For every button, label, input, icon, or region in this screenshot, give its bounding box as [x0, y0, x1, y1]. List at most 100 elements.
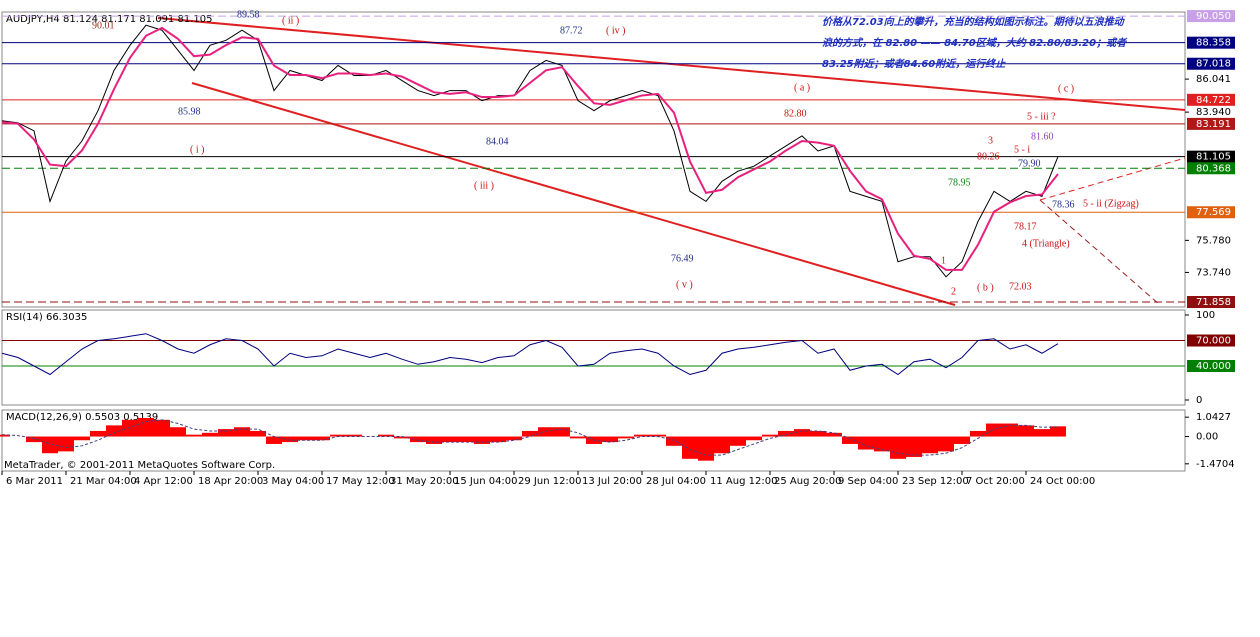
level-box [1187, 36, 1235, 49]
wave-label: 84.04 [486, 136, 509, 147]
histogram-bar [314, 436, 330, 441]
x-tick-label: 29 Jun 12:00 [518, 476, 582, 487]
histogram-bar [106, 425, 122, 437]
histogram-bar [602, 436, 618, 443]
histogram-bar [714, 436, 730, 454]
x-tick-label: 24 Oct 00:00 [1030, 476, 1095, 487]
wave-label: ( v ) [676, 279, 693, 290]
level-box [1187, 57, 1235, 70]
x-tick-label: 4 Apr 12:00 [134, 476, 193, 487]
wave-label: 78.36 [1052, 199, 1075, 210]
histogram-bar [42, 436, 58, 454]
wave-label: 5 - i [1014, 144, 1030, 155]
level-label: 88.358 [1196, 38, 1231, 49]
histogram-bar [554, 427, 570, 437]
wave-label: 89.58 [237, 9, 260, 20]
histogram-bar [250, 430, 266, 437]
wave-label: 4 (Triangle) [1022, 238, 1070, 249]
histogram-bar [234, 427, 250, 437]
level-box [1187, 206, 1235, 219]
histogram-bar [954, 436, 970, 444]
level-label: 71.858 [1196, 297, 1231, 308]
y-tick-label: 73.740 [1196, 267, 1231, 278]
x-tick-label: 13 Jul 20:00 [582, 476, 642, 487]
histogram-bar [650, 434, 666, 437]
wave-label: 72.03 [1009, 281, 1032, 292]
level-label: 40.000 [1196, 361, 1231, 372]
histogram-bar [394, 436, 410, 439]
histogram-bar [74, 436, 90, 441]
footer: MetaTrader, © 2001-2011 MetaQuotes Softw… [4, 460, 275, 471]
x-tick-label: 7 Oct 20:00 [966, 476, 1025, 487]
level-box [1187, 117, 1235, 130]
y-tick-label: 100 [1196, 310, 1215, 321]
wave-label: 3 [988, 135, 993, 146]
panel-title: MACD(12,26,9) 0.5503 0.5139 [6, 412, 158, 423]
x-tick-label: 6 Mar 2011 [6, 476, 63, 487]
wave-label: ( ii ) [282, 15, 299, 26]
wave-label: 76.49 [671, 253, 694, 264]
histogram-bar [634, 434, 650, 437]
x-tick-label: 28 Jul 04:00 [646, 476, 706, 487]
series-line [1, 26, 1059, 271]
histogram-bar [458, 436, 474, 443]
histogram-bar [682, 436, 698, 459]
level-box [1187, 10, 1235, 23]
analysis-note: 83.25附近；或者84.60附近，运行终止 [822, 58, 1006, 70]
histogram-bar [426, 436, 442, 444]
histogram-bar [330, 434, 346, 437]
histogram-bar [506, 436, 522, 441]
wave-label: ( a ) [794, 82, 810, 93]
histogram-bar [410, 436, 426, 443]
wave-label: 81.60 [1031, 131, 1054, 142]
histogram-bar [858, 436, 874, 450]
trend-line [1039, 157, 1186, 201]
x-tick-label: 25 Aug 20:00 [774, 476, 841, 487]
x-tick-label: 17 May 12:00 [326, 476, 395, 487]
histogram-bar [442, 436, 458, 443]
x-tick-label: 9 Sep 04:00 [838, 476, 898, 487]
wave-label: 79.90 [1018, 158, 1041, 169]
level-box [1187, 359, 1235, 372]
wave-label: 78.95 [948, 177, 971, 188]
level-box [1187, 296, 1235, 309]
rsi-panel [1, 309, 1186, 406]
wave-label: ( iii ) [474, 180, 494, 191]
level-label: 77.569 [1196, 207, 1231, 218]
y-tick-label: 75.780 [1196, 235, 1231, 246]
panel-title: AUDJPY,H4 81.124 81.171 81.091 81.105 [6, 14, 212, 25]
histogram-bar [570, 436, 586, 439]
wave-label: 87.72 [560, 25, 583, 36]
histogram-bar [170, 427, 186, 437]
x-tick-label: 21 Mar 04:00 [70, 476, 137, 487]
histogram-bar [666, 436, 682, 446]
histogram-bar [378, 434, 394, 437]
wave-label: 82.80 [784, 108, 807, 119]
histogram-bar [218, 429, 234, 437]
histogram-bar [922, 436, 938, 454]
histogram-bar [298, 436, 314, 441]
wave-label: 2 [951, 286, 956, 297]
histogram-bar [730, 436, 746, 446]
wave-label: 90.01 [92, 20, 115, 31]
y-tick-label: -1.4704 [1196, 459, 1235, 470]
x-tick-label: 15 Jun 04:00 [454, 476, 518, 487]
histogram-bar [1050, 426, 1066, 437]
histogram-bar [938, 436, 954, 452]
histogram-bar [762, 434, 778, 437]
histogram-bar [186, 434, 202, 437]
histogram-bar [266, 436, 282, 444]
histogram-bar [890, 436, 906, 459]
histogram-bar [122, 419, 138, 437]
series-line [1, 419, 1059, 456]
histogram-bar [90, 430, 106, 437]
y-tick-label: 86.041 [1196, 74, 1231, 85]
level-label: 83.191 [1196, 119, 1231, 130]
histogram-bar [154, 419, 170, 437]
histogram-bar [810, 430, 826, 437]
wave-label: ( iv ) [606, 25, 625, 36]
wave-label: 5 - ii (Zigzag) [1083, 198, 1139, 209]
level-box [1187, 93, 1235, 106]
